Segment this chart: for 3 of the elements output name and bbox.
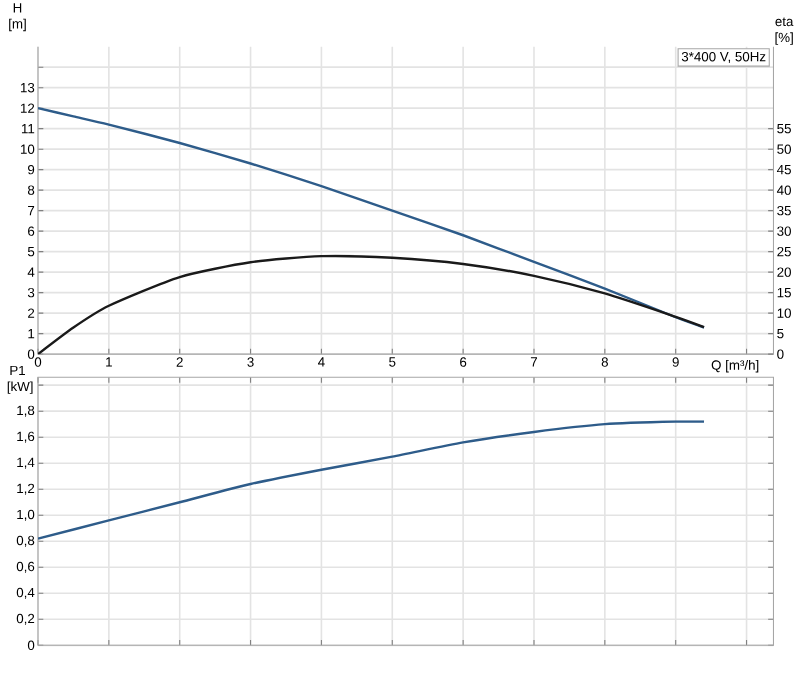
line-series	[38, 254, 706, 355]
line-series	[38, 420, 706, 540]
line-series	[38, 106, 706, 329]
